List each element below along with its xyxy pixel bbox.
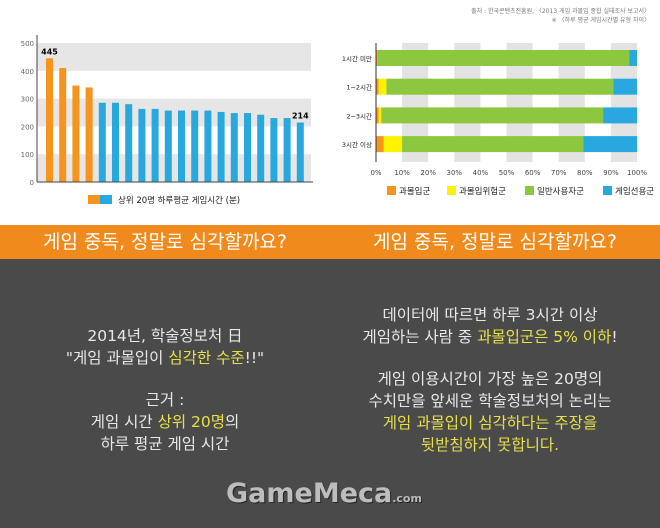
data-label: 214 [292,112,309,121]
x-tick-label: 90% [603,169,619,177]
legend-label: 과몰입군 [399,187,430,197]
bar-segment [376,50,378,66]
legend-swatch [525,186,534,195]
source-line: 출처 : 한국콘텐츠진흥원, 〈2013 게임 과몰입 종합 실태조사 보고서〉 [471,8,650,15]
category-label: 1시간 미만 [342,54,372,63]
y-tick-label: 0 [30,179,34,187]
bar-segment [583,136,637,153]
legend-swatch [387,186,396,195]
right-commentary: 데이터에 따르면 하루 3시간 이상 게임하는 사람 중 과몰입군은 5% 이하… [330,304,650,456]
bar [191,110,199,182]
claim-line: 2014년, 학술정보처 日 [87,327,243,345]
y-tick-label: 500 [21,40,34,48]
text-line: 게임 이용시간이 가장 높은 20명의 [377,370,603,388]
bar [204,110,212,182]
stacked-bar-chart: 0% 10% 20% 30% 40% 50% 60% 70% 80% 90% 100% 1시간 미만 1… [342,43,654,197]
bar [296,122,304,182]
x-tick-label: 30% [447,169,463,177]
x-tick-label: 60% [525,169,541,177]
banner-title-right: 게임 중독, 정말로 심각할까요? [372,231,617,253]
text-line: 데이터에 따르면 하루 3시간 이상 [382,306,598,324]
legend-swatch [447,186,456,195]
bar [257,114,265,182]
x-tick-label: 0% [370,169,381,177]
bar [138,108,146,182]
data-label: 445 [41,47,58,56]
x-tick-label: 20% [420,169,436,177]
legend-swatch [88,195,100,204]
bar [217,111,225,182]
bar [151,108,159,182]
bar [85,87,93,182]
legend-label: 일반사용자군 [537,186,584,197]
bar-segment [376,136,384,153]
bar-segment [603,107,637,124]
text-line: 뒷받침하지 못합니다. [420,436,560,454]
category-label: 1~2시간 [346,83,372,92]
bar [244,113,251,182]
x-tick-label: 80% [577,169,593,177]
bar-segment [376,78,379,95]
bar-segment [381,107,604,124]
bar [283,118,291,182]
legend-swatch [603,186,612,195]
bar [230,113,238,182]
bar [270,118,278,182]
bar [112,102,119,182]
bar-segment [378,107,382,124]
legend-label: 과몰입위험군 [459,187,506,197]
bar [72,85,80,182]
grid-band [37,98,311,127]
grid-band [37,43,311,71]
bar-segment [376,107,379,124]
y-tick-label: 100 [21,151,34,159]
charts-panel: 출처 : 한국콘텐츠진흥원, 〈2013 게임 과몰입 종합 실태조사 보고서〉… [0,0,660,225]
bar [178,110,185,182]
source-note: ※ 〈하루 평균 게임시간별 유형 차이〉 [551,17,650,24]
x-tick-label: 100% [627,169,647,177]
basis-line: 게임 시간 상위 20명의 [90,413,240,431]
bar [98,102,106,182]
legend-label: 상위 20명 하루평균 게임시간 (분) [118,195,240,206]
claim-quote: "게임 과몰입이 심각한 수준!!" [65,349,265,367]
top20-bar-chart: 0 100 200 300 400 500 445 214 상위 20명 하루평균 게임시간 (… [21,35,313,206]
bar [164,110,172,182]
text-line: 게임 과몰입이 심각하다는 주장을 [382,414,598,432]
bar-segment [378,78,387,95]
banner-title-left: 게임 중독, 정말로 심각할까요? [42,231,287,253]
basis-line-2: 하루 평균 게임 시간 [100,435,230,453]
legend-label: 게임선용군 [615,186,654,197]
y-tick-label: 300 [21,96,34,104]
left-commentary: 2014년, 학술정보처 日 "게임 과몰입이 심각한 수준!!" 근거 : 게… [30,325,300,455]
bar-segment [386,78,614,95]
grid-band [37,154,311,182]
bar [46,58,53,182]
bar-segment [383,136,403,153]
x-tick-label: 10% [394,169,410,177]
legend-swatch [100,195,112,204]
y-tick-label: 200 [21,123,34,131]
bar [125,104,133,182]
text-line: 게임하는 사람 중 과몰입군은 5% 이하! [362,328,618,346]
x-tick-label: 40% [473,169,489,177]
category-label: 3시간 이상 [342,140,372,149]
x-tick-label: 70% [551,169,567,177]
bar-segment [377,50,630,66]
category-label: 2~3시간 [346,111,372,120]
text-line: 수치만을 앞세운 학술정보처의 논리는 [368,392,612,410]
gamemeca-logo: GameMeca.com [226,478,422,509]
y-tick-label: 400 [21,68,34,76]
bar-segment [402,136,584,153]
bar [59,68,67,182]
x-tick-label: 50% [499,169,515,177]
bar-segment [629,50,637,66]
basis-label: 근거 : [145,391,185,409]
bar-segment [613,78,637,95]
title-banner: 게임 중독, 정말로 심각할까요? 게임 중독, 정말로 심각할까요? [0,225,660,259]
commentary-panel: 2014년, 학술정보처 日 "게임 과몰입이 심각한 수준!!" 근거 : 게… [0,259,660,528]
